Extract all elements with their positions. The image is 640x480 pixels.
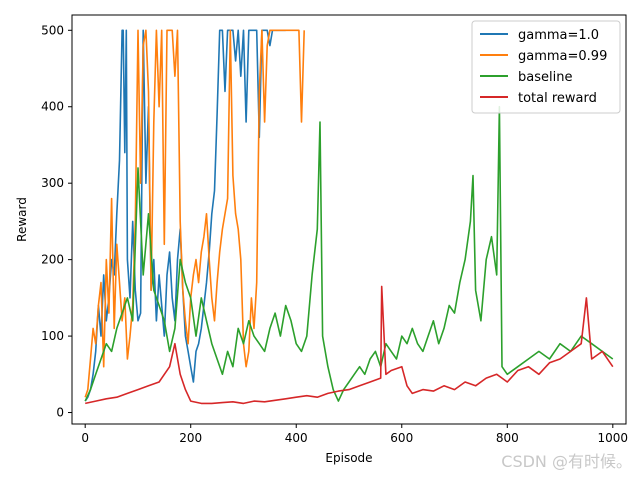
plot-frame <box>71 14 627 425</box>
y-tick-label: 500 <box>41 23 64 37</box>
legend: gamma=1.0 gamma=0.99 baseline total reward <box>471 20 621 114</box>
y-tick-label: 0 <box>56 406 64 420</box>
legend-label: baseline <box>518 70 572 85</box>
y-tick-label: 200 <box>41 253 64 267</box>
legend-label: gamma=1.0 <box>518 28 599 43</box>
series-line-gamma-1-0 <box>84 29 286 402</box>
x-tick-label: 0 <box>81 431 89 445</box>
x-tick-label: 600 <box>390 431 413 445</box>
x-tick-label: 800 <box>496 431 519 445</box>
series-lines <box>84 29 614 405</box>
legend-box <box>471 20 621 114</box>
y-tick-label: 100 <box>41 329 64 343</box>
axes: 0 200 400 600 800 1000 0 100 200 300 400 500 Episode… <box>15 14 629 465</box>
x-axis-title: Episode <box>325 451 372 465</box>
series-line-gamma-0-99 <box>84 29 305 398</box>
x-tick-label: 200 <box>179 431 202 445</box>
x-tick-label: 1000 <box>598 431 629 445</box>
y-tick-label: 300 <box>41 176 64 190</box>
series-line-baseline <box>84 105 614 402</box>
legend-label: gamma=0.99 <box>518 49 607 64</box>
y-tick-label: 400 <box>41 100 64 114</box>
watermark-text: CSDN @有时候。 <box>501 452 632 471</box>
y-axis-title: Reward <box>15 197 29 242</box>
series-line-total-reward <box>85 285 614 405</box>
x-tick-label: 400 <box>285 431 308 445</box>
legend-label: total reward <box>518 91 597 106</box>
